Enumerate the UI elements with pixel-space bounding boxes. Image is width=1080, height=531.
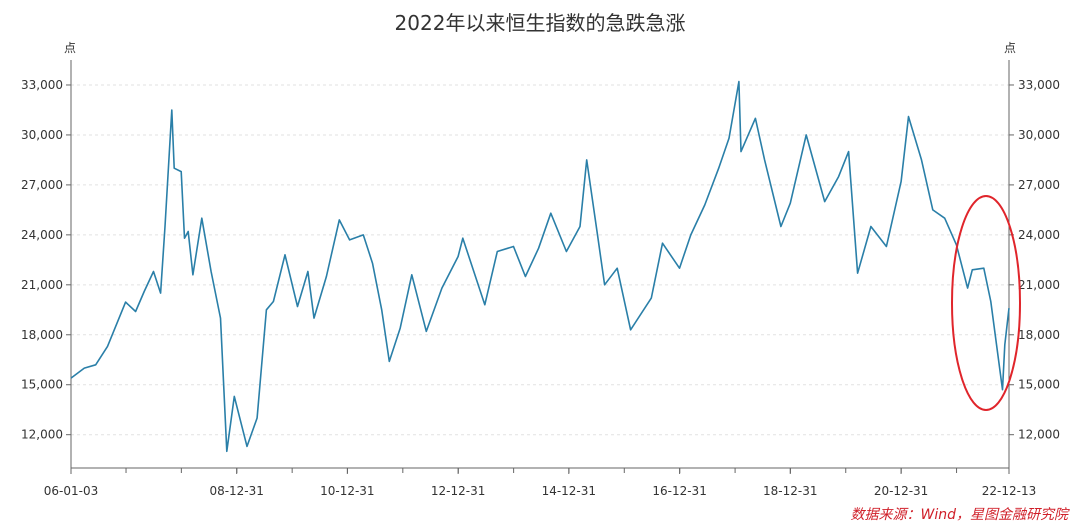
y-tick-label: 24,000	[1018, 228, 1060, 242]
x-tick-label: 10-12-31	[320, 484, 374, 498]
x-axis: 06-01-03 08-12-31 10-12-31 12-12-31 14-12-31…	[44, 468, 1036, 498]
y-tick-label: 15,000	[21, 378, 63, 392]
hang-seng-index-line	[70, 80, 1010, 453]
x-tick-label: 20-12-31	[874, 484, 928, 498]
x-tick-label: 08-12-31	[209, 484, 263, 498]
y-tick-label: 12,000	[21, 428, 63, 442]
x-tick-label: 12-12-31	[431, 484, 485, 498]
axes	[70, 60, 1010, 469]
x-tick-label: 22-12-13	[982, 484, 1036, 498]
y-tick-label: 27,000	[1018, 178, 1060, 192]
chart-title: 2022年以来恒生指数的急跌急涨	[395, 11, 686, 35]
y-tick-label: 18,000	[21, 328, 63, 342]
recent-volatility-highlight-ellipse	[951, 195, 1021, 411]
y-tick-label: 21,000	[1018, 278, 1060, 292]
y-tick-label: 12,000	[1018, 428, 1060, 442]
y-unit-left: 点	[64, 41, 76, 55]
y-tick-label: 30,000	[21, 128, 63, 142]
source-note: 数据来源：Wind，星图金融研究院	[851, 507, 1070, 523]
y-axis-right: 12,000 15,000 18,000 21,000 24,000 27,000 30,0…	[1009, 78, 1060, 442]
y-tick-label: 21,000	[21, 278, 63, 292]
grid-lines	[71, 84, 1009, 436]
y-tick-label: 30,000	[1018, 128, 1060, 142]
y-tick-label: 15,000	[1018, 378, 1060, 392]
y-tick-label: 33,000	[1018, 78, 1060, 92]
x-tick-label: 14-12-31	[542, 484, 596, 498]
y-tick-label: 24,000	[21, 228, 63, 242]
y-axis-left: 12,000 15,000 18,000 21,000 24,000 27,000 30,0…	[21, 78, 71, 442]
y-tick-label: 27,000	[21, 178, 63, 192]
y-tick-label: 18,000	[1018, 328, 1060, 342]
y-unit-right: 点	[1004, 41, 1016, 55]
x-tick-label: 06-01-03	[44, 484, 98, 498]
x-tick-label: 16-12-31	[652, 484, 706, 498]
y-tick-label: 33,000	[21, 78, 63, 92]
x-tick-label: 18-12-31	[763, 484, 817, 498]
